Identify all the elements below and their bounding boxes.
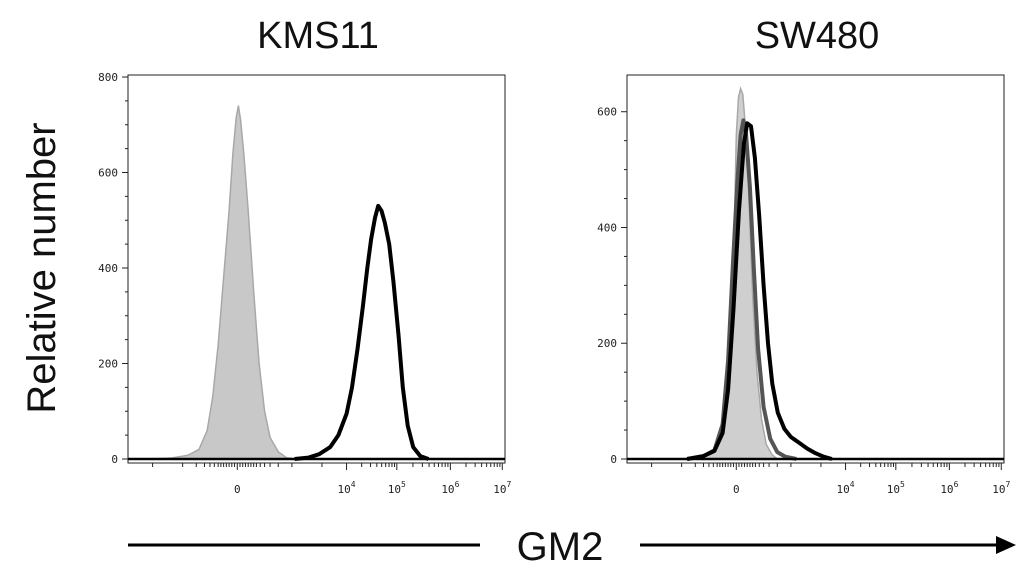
chart-panel-sw480: SW480 0 200 400 600 0 104 105 106 107 [597,15,1010,496]
x-axis-arrow [128,536,1016,554]
x-tick-label: 105 [887,480,905,496]
histogram-outline-sw480-2 [686,121,833,461]
x-axis-label: GM2 [517,525,604,569]
y-tick-label: 0 [111,453,118,466]
x-tick-label: 0 [234,483,241,496]
chart-title-kms11: KMS11 [257,15,379,57]
plot-frame-kms11 [127,74,506,464]
y-tick-label: 600 [597,106,617,119]
y-tick-label: 200 [98,358,118,371]
x-tick-label: 0 [733,483,740,496]
x-tick-label: 104 [338,480,356,496]
x-tick-label: 104 [837,480,855,496]
y-tick-label: 400 [98,262,118,275]
chart-panel-kms11: KMS11 0 200 400 600 800 0 104 105 106 107 [98,15,511,496]
histogram-filled-kms11-0 [149,105,295,460]
x-tick-label: 107 [992,480,1010,496]
y-tick-label: 600 [98,167,118,180]
x-tick-label: 107 [493,480,511,496]
plot-frame-sw480 [626,74,1005,464]
chart-title-sw480: SW480 [755,15,880,57]
y-tick-label: 400 [597,221,617,234]
y-tick-label: 200 [597,337,617,350]
y-tick-label: 0 [610,453,617,466]
x-tick-label: 105 [388,480,406,496]
x-tick-label: 106 [441,480,459,496]
y-axis-label: Relative number [20,122,64,413]
y-tick-label: 800 [98,71,118,84]
histogram-outline-kms11-1 [294,203,430,461]
arrow-head-icon [996,536,1016,554]
x-tick-label: 106 [940,480,958,496]
